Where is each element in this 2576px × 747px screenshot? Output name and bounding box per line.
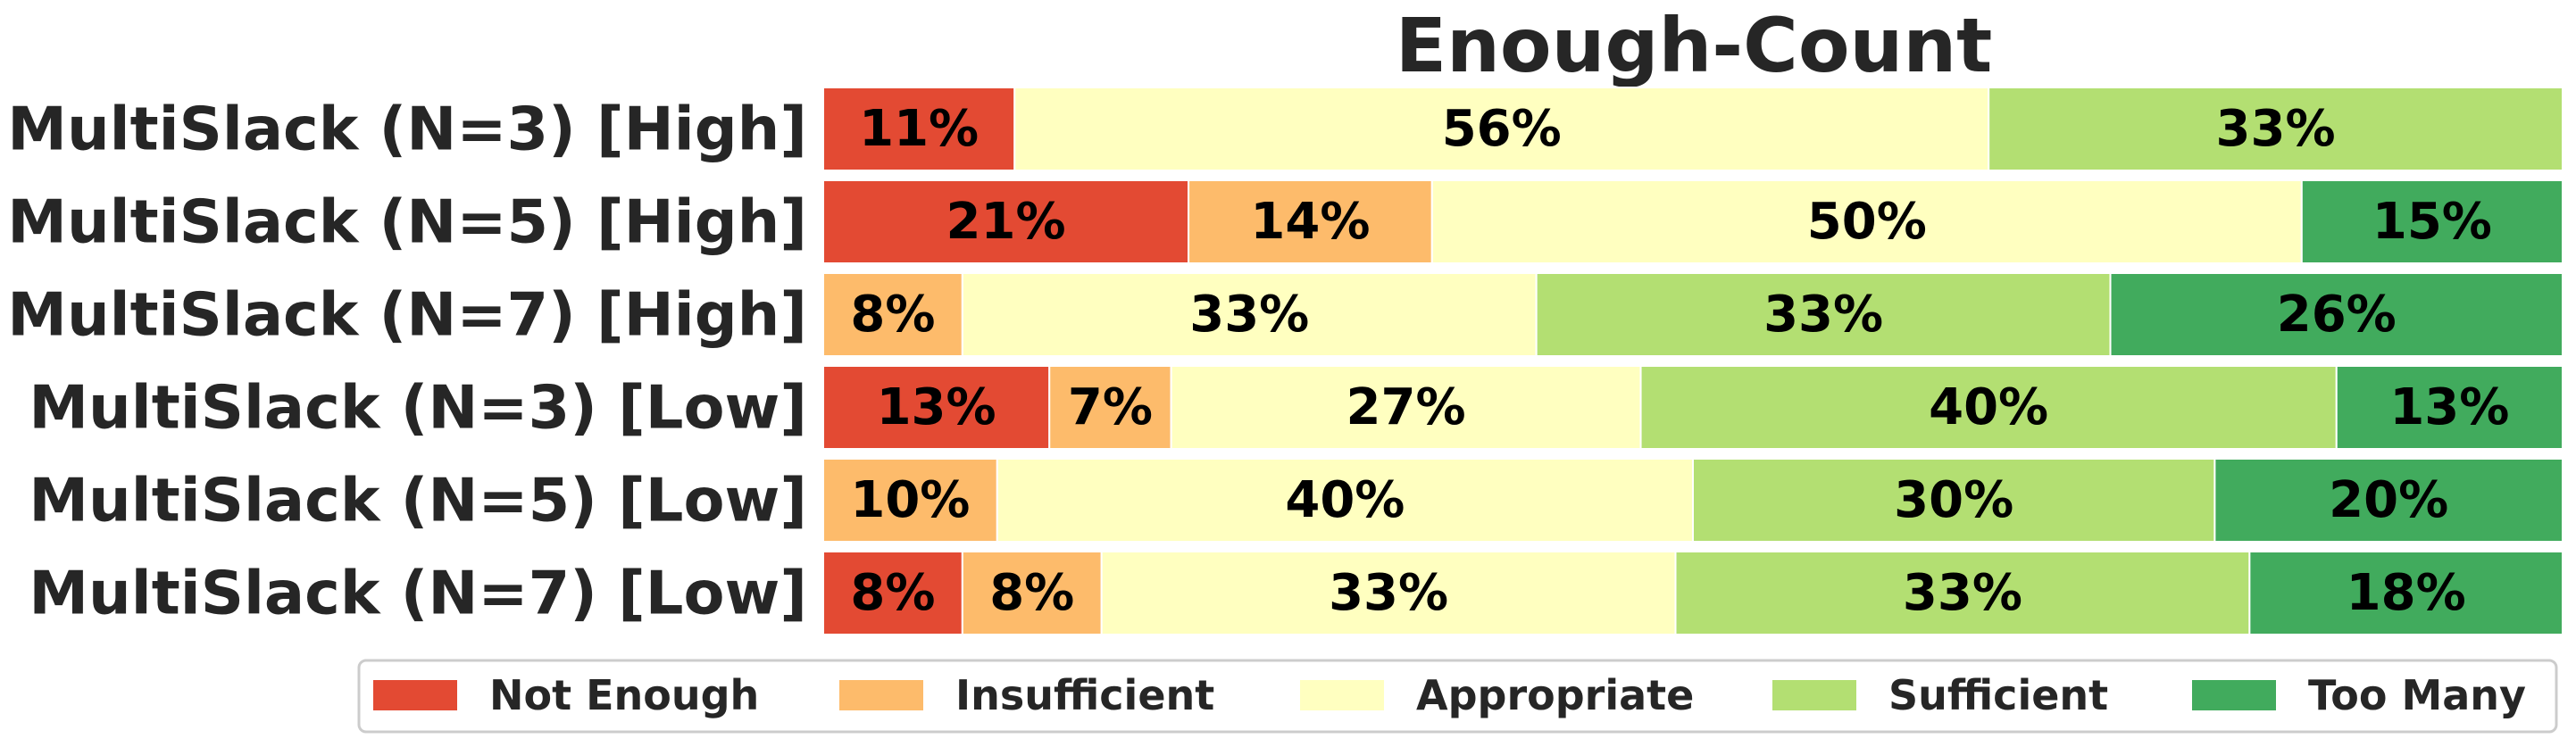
bar-segment <box>961 272 1538 357</box>
bar-segment <box>1170 365 1642 450</box>
legend-swatch <box>1300 680 1384 710</box>
bar-value-label: 11% <box>859 100 979 158</box>
bar-value-label: 33% <box>1329 564 1448 622</box>
bar-segment <box>2300 179 2564 264</box>
category-label: MultiSlack (N=3) [Low] <box>29 373 807 443</box>
bar-segment <box>822 179 1190 264</box>
bar-value-label: 13% <box>877 378 996 436</box>
bar-value-label: 33% <box>1903 564 2022 622</box>
bar-segment <box>822 551 963 635</box>
category-label: MultiSlack (N=3) [High] <box>7 95 807 164</box>
bar-segment <box>1430 179 2303 264</box>
bar-segment <box>1692 458 2216 543</box>
bar-segment <box>2213 458 2563 543</box>
bar-value-label: 8% <box>850 564 935 622</box>
legend-label: Appropriate <box>1416 671 1694 719</box>
bar-value-label: 33% <box>1763 286 1883 344</box>
bar-segment <box>822 272 963 357</box>
bar-value-label: 21% <box>946 193 1066 251</box>
bar-value-label: 10% <box>850 471 970 529</box>
bar-value-label: 7% <box>1068 378 1153 436</box>
chart-title: Enough-Count <box>1396 2 1993 89</box>
bar-value-label: 27% <box>1346 378 1466 436</box>
bar-segment <box>1013 87 1990 171</box>
bar-segment <box>1100 551 1677 635</box>
category-labels: MultiSlack (N=3) [High] MultiSlack (N=5) … <box>7 95 807 628</box>
bar-segment <box>822 365 1051 450</box>
bar-value-label: 26% <box>2277 286 2397 344</box>
bar-segment <box>1988 87 2563 171</box>
legend: Not Enough Insufficient Appropriate Suffici… <box>357 659 2558 734</box>
bar-value-label: 40% <box>1285 471 1405 529</box>
legend-frame <box>357 659 2558 734</box>
bar-segment <box>2248 551 2564 635</box>
bar-value-label: 56% <box>1442 100 1562 158</box>
bar-value-label: 8% <box>989 564 1074 622</box>
category-label: MultiSlack (N=7) [High] <box>7 280 807 350</box>
bar-value-label: 30% <box>1894 471 2013 529</box>
bar-segment <box>1188 179 1433 264</box>
legend-swatch <box>2192 680 2276 710</box>
bar-segment <box>822 87 1016 171</box>
category-label: MultiSlack (N=7) [Low] <box>29 559 807 628</box>
bar-segment <box>2335 365 2564 450</box>
bar-value-labels: 11% 56% 33% 21% 14% 50% 15% 8% 33% 33% 26% 13% 7% 27%… <box>850 100 2509 622</box>
legend-swatch <box>1772 680 1856 710</box>
bar-segment <box>2109 272 2564 357</box>
legend-label: Not Enough <box>489 671 759 719</box>
bar-segment <box>996 458 1695 543</box>
bar-value-label: 14% <box>1250 193 1370 251</box>
bar-value-label: 13% <box>2389 378 2509 436</box>
legend-swatch <box>839 680 923 710</box>
legend-label: Insufficient <box>955 671 1214 719</box>
category-label: MultiSlack (N=5) [High] <box>7 187 807 257</box>
bar-value-label: 20% <box>2329 471 2448 529</box>
legend-label: Too Many <box>2308 671 2526 719</box>
bar-segment <box>1048 365 1172 450</box>
bar-value-label: 33% <box>1189 286 1309 344</box>
bar-value-label: 50% <box>1807 193 1927 251</box>
bar-segment <box>961 551 1103 635</box>
bars <box>822 87 2564 635</box>
bar-value-label: 33% <box>2216 100 2336 158</box>
legend-label: Sufficient <box>1888 671 2108 719</box>
legend-swatch <box>373 680 457 710</box>
bar-value-label: 40% <box>1929 378 2048 436</box>
bar-value-label: 8% <box>850 286 935 344</box>
category-label: MultiSlack (N=5) [Low] <box>29 466 807 535</box>
bar-segment <box>1535 272 2112 357</box>
bar-value-label: 15% <box>2372 193 2492 251</box>
bar-segment <box>822 458 998 543</box>
bar-value-label: 18% <box>2347 564 2466 622</box>
